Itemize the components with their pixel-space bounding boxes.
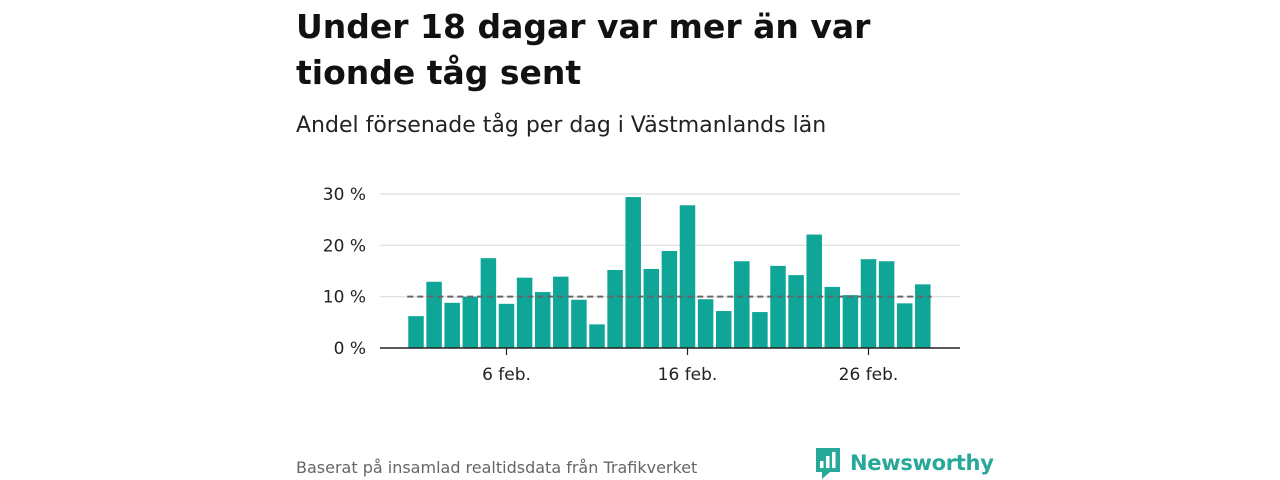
y-tick-label: 10 % (323, 288, 366, 308)
bar (462, 296, 479, 348)
bar (824, 286, 841, 348)
bar (498, 303, 515, 348)
brand-name: Newsworthy (850, 451, 994, 475)
bar (643, 268, 660, 348)
x-tick-label: 26 feb. (839, 365, 899, 385)
brand-logo[interactable]: Newsworthy (814, 446, 994, 480)
bar (426, 281, 442, 348)
bar (734, 261, 750, 348)
bar (571, 299, 587, 348)
bar (842, 295, 859, 348)
bar (788, 275, 804, 348)
chart-subtitle: Andel försenade tåg per dag i Västmanlan… (296, 113, 827, 138)
x-tick-label: 16 feb. (658, 365, 718, 385)
bar-chart-speech-bubble-icon (816, 448, 840, 479)
bar (697, 299, 714, 348)
y-tick-label: 20 % (323, 236, 366, 256)
y-axis-labels: 0 % 10 % 20 % 30 % (323, 185, 366, 359)
bar (878, 261, 895, 348)
bar (806, 234, 822, 348)
bar (896, 303, 913, 348)
chart-title: Under 18 dagar var mer än var tionde tåg… (296, 7, 871, 92)
source-note: Baserat på insamlad realtidsdata från Tr… (296, 458, 698, 477)
bar (679, 205, 696, 348)
bar (516, 277, 533, 348)
x-tick-label: 6 feb. (482, 365, 531, 385)
bar (607, 269, 623, 348)
bar (553, 276, 569, 348)
y-tick-label: 30 % (323, 185, 366, 205)
bar (480, 258, 497, 348)
bar-chart: 0 % 10 % 20 % 30 % 6 feb. 16 feb. 26 feb. (323, 185, 960, 385)
x-axis-labels: 6 feb. 16 feb. 26 feb. (482, 365, 898, 385)
bar (534, 292, 551, 348)
y-tick-label: 0 % (334, 339, 366, 359)
bar (661, 250, 678, 348)
bar (625, 197, 641, 348)
bars (408, 197, 931, 348)
bar (408, 316, 424, 348)
bar (715, 311, 732, 348)
bar (860, 259, 877, 348)
bar (915, 284, 931, 348)
x-axis (380, 347, 960, 355)
bar (770, 265, 786, 348)
bar (752, 312, 768, 348)
bar (589, 324, 605, 348)
bar (444, 302, 460, 348)
